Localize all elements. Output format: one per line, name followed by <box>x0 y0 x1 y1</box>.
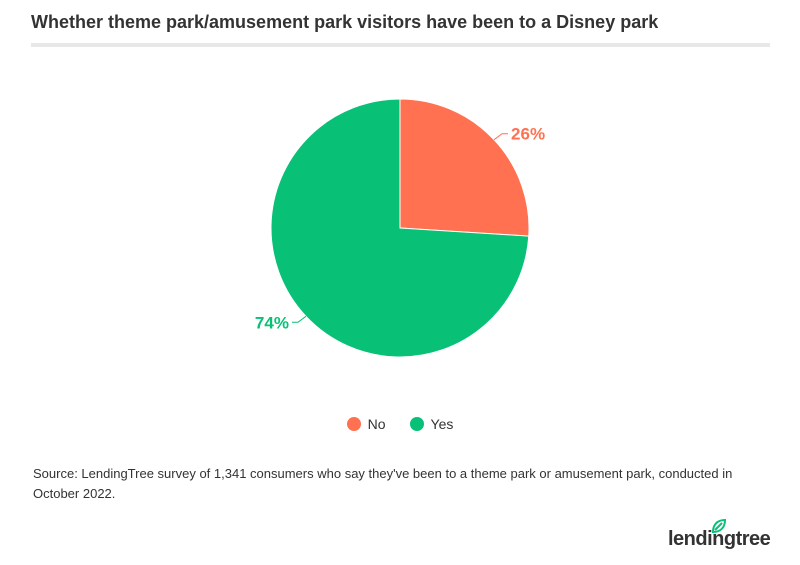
pie-slice-no[interactable] <box>399 98 530 237</box>
pie-data-label-yes: 74% <box>255 313 289 332</box>
source-note: Source: LendingTree survey of 1,341 cons… <box>33 466 733 501</box>
legend-item-yes[interactable]: Yes <box>409 416 454 432</box>
chart-title: Whether theme park/amusement park visito… <box>31 12 659 32</box>
legend-label-no: No <box>367 416 386 432</box>
legend-label-yes: Yes <box>430 416 454 432</box>
legend-item-no[interactable]: No <box>346 416 386 432</box>
brand-name: lendingtree <box>668 528 771 550</box>
legend-swatch-no <box>346 417 361 431</box>
pie-data-label-no: 26% <box>511 125 545 144</box>
legend-swatch-yes <box>409 417 424 431</box>
title-divider <box>31 43 770 47</box>
legend: No Yes <box>0 416 800 432</box>
leaf-icon <box>711 518 727 534</box>
brand-logo: lendingtree <box>668 518 778 552</box>
pie-label-connector-no <box>493 133 509 141</box>
pie-label-connector-yes <box>291 315 307 323</box>
